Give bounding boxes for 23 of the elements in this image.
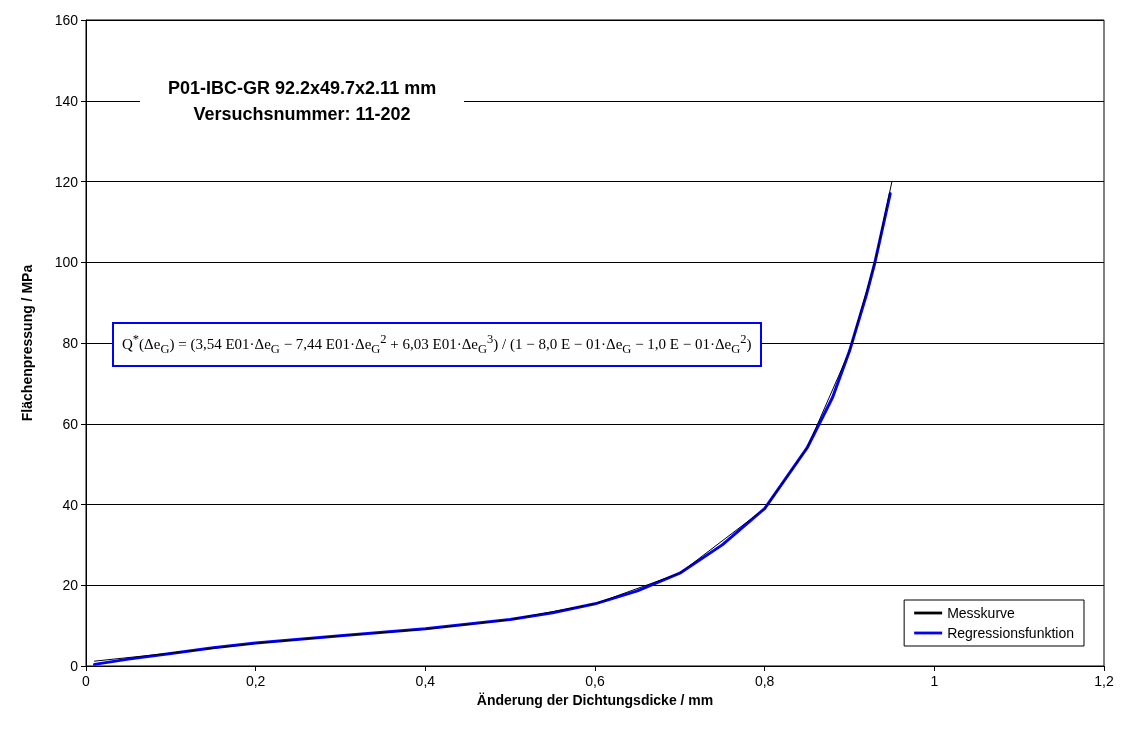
legend-label: Regressionsfunktion [947,625,1075,641]
y-tick-label: 100 [54,254,79,271]
y-tick-label: 40 [62,496,79,513]
y-tick-label: 160 [54,12,79,28]
formula-box: Q$^{*}$(Δe$_{G}$) = (3,54 E01·Δe$_{G}$ − 7,44 E01·Δe$_{G}$$^{2}$ + 6,03 E01·Δe$_{G}$$^{3}$) / (1 − 8,0 E − 01·Δe$_{G}$ − 1,0 E − 01·Δe$_{G}$$^{2}$) [112,322,762,367]
y-tick-label: 60 [62,415,79,432]
y-tick-label: 120 [54,173,79,190]
x-tick-label: 0,8 [754,673,775,689]
text: P01-IBC-GR 92.2x49.7x2.11 mm [168,78,437,98]
x-tick-label: 0 [82,673,91,689]
x-tick-label: 0,6 [585,673,605,689]
x-tick-label: 1 [930,673,939,689]
text: Versuchsnummer: 11-202 [193,104,411,124]
x-tick-label: 0,2 [245,673,266,689]
y-tick-label: 140 [54,92,79,109]
legend-label: Messkurve [947,605,1016,621]
y-axis-title: Flächenpressung / MPa [19,264,35,422]
x-tick-label: 1,2 [1094,673,1114,689]
y-tick-label: 20 [62,577,79,594]
y-tick-label: 0 [70,658,79,674]
x-tick-label: 0,4 [415,673,436,689]
y-tick-label: 80 [62,335,79,351]
x-axis-title: Änderung der Dichtungsdicke / mm [476,691,714,708]
